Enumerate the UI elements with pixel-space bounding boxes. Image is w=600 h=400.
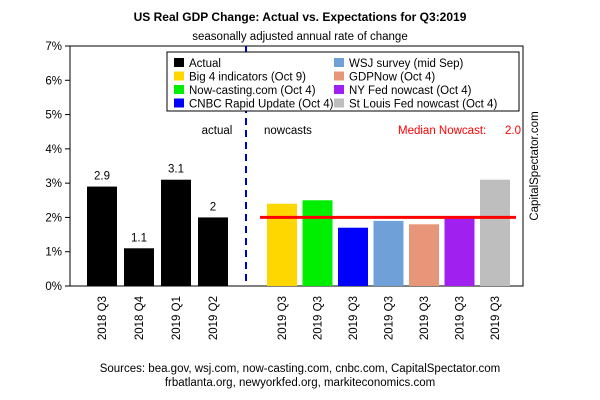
legend-swatch bbox=[334, 85, 344, 94]
legend-swatch bbox=[174, 71, 184, 81]
bar-nowcast bbox=[480, 179, 510, 286]
median-nowcast-value: 2.0 bbox=[505, 125, 521, 137]
bar-value-label: 2 bbox=[210, 201, 216, 213]
legend-swatch bbox=[334, 71, 344, 81]
y-tick-label: 6% bbox=[45, 75, 62, 87]
legend-label: CNBC Rapid Update (Oct 4) bbox=[189, 99, 334, 111]
x-tick-label: 2019 Q3 bbox=[490, 296, 502, 340]
watermark: CapitalSpectator.com bbox=[529, 111, 541, 220]
legend-label: NY Fed nowcast (Oct 4) bbox=[349, 85, 472, 97]
bar-nowcast bbox=[302, 200, 333, 286]
legend-label: Actual bbox=[189, 58, 221, 70]
bar-value-label: 3.1 bbox=[168, 164, 184, 176]
bar-actual bbox=[124, 248, 154, 286]
bar-nowcast bbox=[444, 217, 475, 286]
legend-swatch bbox=[174, 85, 184, 94]
y-tick-label: 0% bbox=[45, 281, 62, 293]
x-tick-label: 2019 Q3 bbox=[313, 296, 325, 340]
legend-label: Now-casting.com (Oct 4) bbox=[189, 85, 316, 97]
y-tick-label: 5% bbox=[45, 110, 62, 122]
y-tick-label: 3% bbox=[45, 178, 62, 190]
bar-actual bbox=[161, 179, 191, 286]
legend-label: WSJ survey (mid Sep) bbox=[349, 58, 464, 70]
chart-title: US Real GDP Change: Actual vs. Expectati… bbox=[134, 10, 467, 24]
y-tick-label: 2% bbox=[45, 212, 62, 224]
bar-value-label: 1.1 bbox=[131, 232, 147, 244]
legend-label: St Louis Fed nowcast (Oct 4) bbox=[349, 99, 497, 111]
x-tick-label: 2019 Q3 bbox=[419, 296, 431, 340]
bars bbox=[87, 179, 510, 286]
x-tick-label: 2019 Q3 bbox=[348, 296, 360, 340]
y-tick-label: 4% bbox=[45, 144, 62, 156]
chart-subtitle: seasonally adjusted annual rate of chang… bbox=[192, 31, 407, 43]
sources-line-1: Sources: bea.gov, wsj.com, now-casting.c… bbox=[100, 363, 501, 375]
x-tick-label: 2018 Q4 bbox=[134, 295, 146, 340]
bar-labels: 2.9 1.1 3.1 2 bbox=[94, 164, 216, 245]
legend-swatch bbox=[334, 58, 344, 67]
sources-line-2: frbatlanta.org, newyorkfed.org, markitec… bbox=[165, 377, 435, 389]
bar-actual bbox=[198, 217, 228, 286]
x-tick-label: 2019 Q1 bbox=[171, 296, 183, 340]
x-tick-label: 2019 Q3 bbox=[384, 296, 396, 340]
section-label-nowcasts: nowcasts bbox=[264, 125, 312, 137]
bar-nowcast bbox=[338, 227, 368, 286]
section-label-actual: actual bbox=[202, 125, 233, 137]
bar-actual bbox=[87, 186, 117, 286]
y-axis: 0% 1% 2% 3% 4% 5% 6% 7% bbox=[45, 41, 70, 293]
x-tick-label: 2018 Q3 bbox=[97, 296, 109, 340]
bar-nowcast bbox=[409, 224, 439, 286]
median-nowcast-label: Median Nowcast: bbox=[398, 125, 486, 137]
legend-label: Big 4 indicators (Oct 9) bbox=[189, 72, 306, 84]
legend: Actual WSJ survey (mid Sep) Big 4 indicato… bbox=[166, 51, 520, 112]
legend-label: GDPNow (Oct 4) bbox=[349, 72, 435, 84]
legend-swatch bbox=[174, 98, 184, 108]
legend-swatch bbox=[334, 98, 344, 108]
legend-swatch bbox=[174, 58, 184, 67]
y-tick-label: 1% bbox=[45, 247, 62, 259]
y-tick-label: 7% bbox=[45, 41, 62, 53]
bar-value-label: 2.9 bbox=[94, 171, 110, 183]
x-tick-label: 2019 Q2 bbox=[208, 296, 220, 340]
x-tick-label: 2019 Q3 bbox=[277, 296, 289, 340]
x-axis-labels: 2018 Q3 2018 Q4 2019 Q1 2019 Q2 2019 Q3 2019 … bbox=[97, 295, 502, 340]
bar-nowcast bbox=[373, 220, 404, 286]
x-tick-label: 2019 Q3 bbox=[455, 296, 467, 340]
